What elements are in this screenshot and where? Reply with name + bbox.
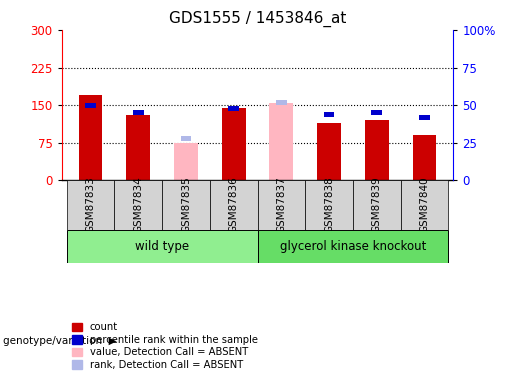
Bar [419,115,430,120]
Bar [221,108,246,180]
Legend: count, percentile rank within the sample, value, Detection Call = ABSENT, rank, : count, percentile rank within the sample… [72,322,258,370]
Text: GSM87839: GSM87839 [372,177,382,233]
Bar [66,180,114,230]
Text: wild type: wild type [135,240,189,253]
Bar [78,95,102,180]
Bar [324,112,334,117]
Bar [258,180,305,230]
Bar [371,110,382,115]
Bar [317,123,341,180]
Bar [66,230,258,262]
Text: GSM87835: GSM87835 [181,177,191,233]
Bar [276,100,287,105]
Bar [133,110,144,115]
Text: GSM87833: GSM87833 [85,177,95,233]
Bar [126,115,150,180]
Bar [413,135,437,180]
Bar [181,136,191,141]
Bar [401,180,449,230]
Bar [228,106,239,111]
Title: GDS1555 / 1453846_at: GDS1555 / 1453846_at [169,11,346,27]
Text: genotype/variation  ▶: genotype/variation ▶ [3,336,116,346]
Text: GSM87838: GSM87838 [324,177,334,233]
Text: GSM87836: GSM87836 [229,177,238,233]
Bar [210,180,258,230]
Bar [365,120,389,180]
Bar [85,103,96,108]
Text: GSM87834: GSM87834 [133,177,143,233]
Text: GSM87840: GSM87840 [420,177,430,233]
Bar [174,143,198,180]
Bar [114,180,162,230]
Bar [305,180,353,230]
Text: glycerol kinase knockout: glycerol kinase knockout [280,240,426,253]
Bar [353,180,401,230]
Bar [269,103,294,180]
Text: GSM87837: GSM87837 [277,177,286,233]
Bar [162,180,210,230]
Bar [258,230,449,262]
